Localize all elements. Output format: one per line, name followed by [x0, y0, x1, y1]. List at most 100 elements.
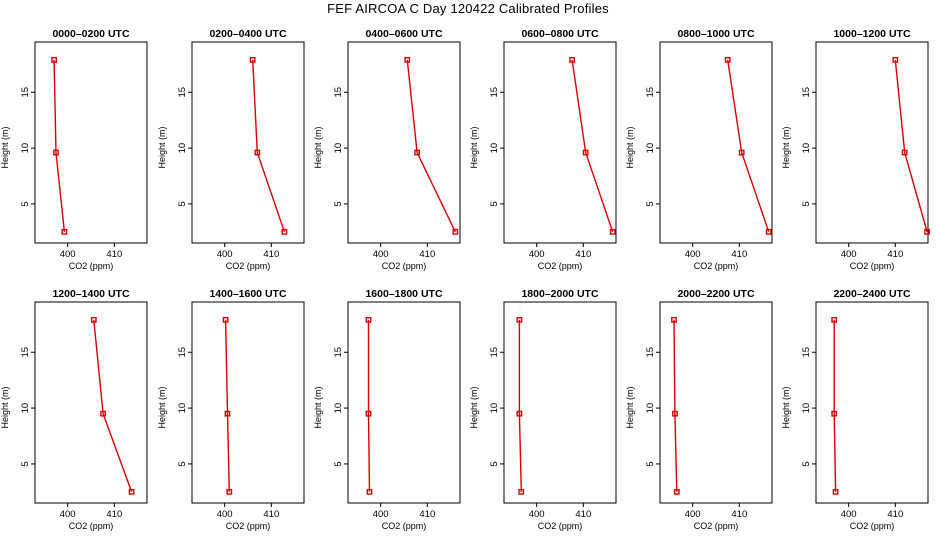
panel-title: 2000–2200 UTC — [677, 288, 754, 300]
profile-line — [518, 319, 522, 492]
plot-frame — [347, 41, 461, 244]
data-point — [404, 56, 411, 63]
data-point — [249, 56, 256, 63]
panel-title: 0200–0400 UTC — [209, 28, 286, 40]
x-tick-label: 410 — [106, 509, 122, 520]
x-axis-label: CO2 (ppm) — [69, 261, 114, 271]
data-point — [61, 228, 68, 235]
y-tick-label: 15 — [333, 347, 344, 358]
data-point — [516, 410, 523, 417]
x-tick-label: 400 — [60, 509, 76, 520]
profile-line — [224, 319, 230, 492]
y-tick-label: 15 — [177, 347, 188, 358]
x-axis-label: CO2 (ppm) — [850, 521, 895, 531]
y-tick-label: 15 — [489, 87, 500, 98]
data-point — [365, 410, 372, 417]
x-axis-label: CO2 (ppm) — [694, 261, 739, 271]
data-point — [901, 149, 908, 156]
plot-frame — [347, 301, 461, 504]
data-point — [892, 56, 899, 63]
x-tick-label: 400 — [529, 249, 545, 260]
data-point — [365, 316, 372, 323]
x-tick-label: 410 — [263, 509, 279, 520]
y-tick-label: 5 — [801, 461, 812, 466]
profile-line — [894, 59, 928, 232]
y-tick-label: 5 — [801, 201, 812, 206]
x-tick-label: 410 — [575, 509, 591, 520]
y-axis-label: Height (m) — [157, 126, 167, 168]
data-point — [738, 149, 745, 156]
x-axis-label: CO2 (ppm) — [850, 261, 895, 271]
x-tick-label: 400 — [841, 249, 857, 260]
x-axis-label: CO2 (ppm) — [694, 521, 739, 531]
x-axis-label: CO2 (ppm) — [226, 261, 271, 271]
data-point — [569, 56, 576, 63]
plot-frame — [34, 41, 148, 244]
data-point — [224, 410, 231, 417]
data-point — [226, 488, 233, 495]
panel-title: 1600–1800 UTC — [365, 288, 442, 300]
data-point — [254, 149, 261, 156]
data-point — [831, 410, 838, 417]
y-tick-label: 5 — [333, 461, 344, 466]
y-tick-label: 10 — [333, 403, 344, 414]
y-tick-label: 10 — [177, 143, 188, 154]
y-tick-label: 15 — [177, 87, 188, 98]
y-axis-label: Height (m) — [0, 126, 10, 168]
plot-frame — [815, 301, 929, 504]
data-point — [90, 316, 97, 323]
x-tick-label: 410 — [419, 509, 435, 520]
y-tick-label: 5 — [177, 201, 188, 206]
y-tick-label: 15 — [801, 347, 812, 358]
plot-frame — [659, 41, 773, 244]
x-tick-label: 400 — [841, 509, 857, 520]
y-axis-label: Height (m) — [157, 386, 167, 428]
x-tick-label: 400 — [529, 509, 545, 520]
y-axis-label: Height (m) — [625, 386, 635, 428]
y-tick-label: 5 — [177, 461, 188, 466]
plot-frame — [191, 301, 305, 504]
x-tick-label: 400 — [373, 509, 389, 520]
x-tick-label: 400 — [217, 509, 233, 520]
profile-line — [673, 319, 678, 492]
y-tick-label: 15 — [20, 87, 31, 98]
y-axis-label: Height (m) — [469, 126, 479, 168]
y-tick-label: 15 — [645, 87, 656, 98]
data-point — [281, 228, 288, 235]
panel-title: 2200–2400 UTC — [833, 288, 910, 300]
data-point — [51, 56, 58, 63]
data-point — [672, 410, 678, 417]
profile-panel-11: 2000–2200 UTC 400 410 5 10 15 CO2 (ppm) Height … — [625, 288, 773, 531]
data-point — [673, 488, 680, 495]
x-tick-label: 410 — [731, 509, 747, 520]
plot-frame — [503, 41, 617, 244]
x-tick-label: 400 — [217, 249, 233, 260]
profile-line — [93, 319, 133, 493]
data-point — [452, 228, 459, 235]
x-tick-label: 400 — [685, 509, 701, 520]
x-axis-label: CO2 (ppm) — [382, 261, 427, 271]
panel-title: 1800–2000 UTC — [521, 288, 598, 300]
x-tick-label: 410 — [419, 249, 435, 260]
plot-frame — [34, 301, 148, 504]
y-tick-label: 10 — [645, 403, 656, 414]
profile-panel-6: 1000–1200 UTC 400 410 5 10 15 CO2 (ppm) Height … — [781, 28, 930, 271]
y-tick-label: 10 — [20, 403, 31, 414]
data-point — [128, 488, 135, 495]
data-point — [831, 316, 838, 323]
y-tick-label: 5 — [645, 201, 656, 206]
data-point — [516, 316, 523, 323]
plot-frame — [191, 41, 305, 244]
data-point — [53, 149, 59, 156]
y-axis-label: Height (m) — [313, 386, 323, 428]
y-tick-label: 10 — [645, 143, 656, 154]
profile-panel-12: 2200–2400 UTC 400 410 5 10 15 CO2 (ppm) Height … — [781, 288, 929, 531]
profile-panel-4: 0600–0800 UTC 400 410 5 10 15 CO2 (ppm) Height … — [469, 28, 617, 271]
data-point — [924, 228, 930, 235]
y-tick-label: 10 — [801, 143, 812, 154]
profile-panel-9: 1600–1800 UTC 400 410 5 10 15 CO2 (ppm) Height … — [313, 288, 461, 531]
data-point — [414, 149, 420, 156]
y-axis-label: Height (m) — [625, 126, 635, 168]
panel-title: 0600–0800 UTC — [521, 28, 598, 40]
